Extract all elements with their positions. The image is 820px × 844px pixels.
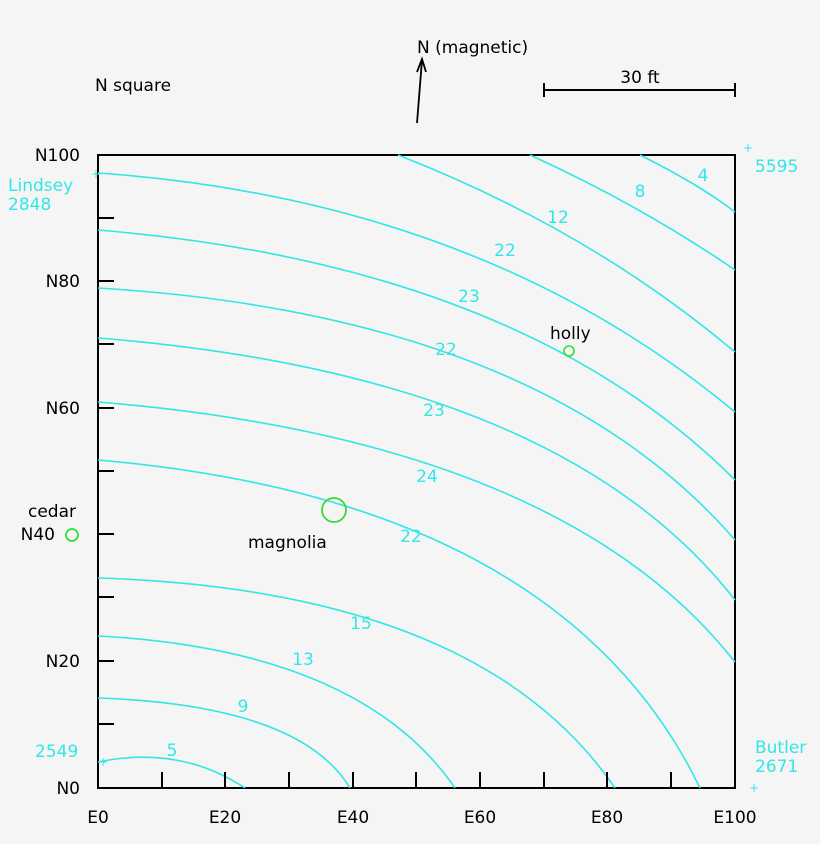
contour-line <box>97 459 701 789</box>
corner-name: Lindsey <box>8 176 73 196</box>
x-tick-label: E80 <box>591 808 623 828</box>
cedar-tree-icon <box>65 528 79 542</box>
n-magnetic-label: N (magnetic) <box>417 38 528 58</box>
contour-label: 23 <box>423 401 445 421</box>
scale-bar <box>543 83 736 97</box>
n-square-label: N square <box>95 76 171 96</box>
contour-label: 22 <box>400 527 422 547</box>
y-tick-label: N0 <box>56 779 80 799</box>
x-tick-label: E20 <box>209 808 241 828</box>
corner-marker-icon: + <box>743 141 753 155</box>
contour-label: 24 <box>416 467 438 487</box>
contour-line <box>97 756 246 789</box>
scale-bar-label: 30 ft <box>620 68 660 88</box>
contour-line <box>529 154 736 271</box>
contour-label: 22 <box>494 241 516 261</box>
contour-label: 15 <box>350 614 372 634</box>
corner-value: 2549 <box>35 742 78 762</box>
magnolia-label: magnolia <box>248 533 327 553</box>
contour-label: 9 <box>238 697 249 717</box>
corner-name: Butler <box>755 738 806 758</box>
corner-value: 5595 <box>755 157 798 177</box>
holly-label: holly <box>550 324 591 344</box>
x-tick-label: E100 <box>713 808 756 828</box>
corner-marker-icon: + <box>749 781 759 795</box>
magnolia-tree-icon <box>321 497 347 523</box>
contour-line <box>97 229 736 481</box>
contour-label: 5 <box>167 741 178 761</box>
x-tick-marks <box>161 772 672 788</box>
contour-line <box>97 337 736 601</box>
contour-label: 4 <box>698 166 709 186</box>
cedar-label: cedar <box>28 502 76 522</box>
y-tick-label: N20 <box>46 652 80 672</box>
contour-label: 23 <box>458 287 480 307</box>
x-tick-label: E40 <box>337 808 369 828</box>
contour-line <box>97 697 351 789</box>
corner-marker-icon: + <box>91 167 101 181</box>
x-tick-label: E0 <box>87 808 109 828</box>
contour-line <box>97 635 456 789</box>
contour-line <box>639 154 736 213</box>
y-tick-label: N100 <box>35 146 80 166</box>
corner-value: 2671 <box>755 757 798 777</box>
contour-label: 8 <box>635 182 646 202</box>
corner-marker-icon: + <box>98 755 108 769</box>
north-arrow-icon <box>416 56 427 124</box>
contour-lines <box>97 154 736 789</box>
contour-line <box>97 401 736 663</box>
contour-label: 12 <box>547 208 569 228</box>
corner-value: 2848 <box>8 195 51 215</box>
y-tick-label: N40 <box>21 525 55 545</box>
contour-label: 13 <box>292 650 314 670</box>
x-tick-label: E60 <box>464 808 496 828</box>
contour-line <box>97 172 736 413</box>
y-tick-label: N60 <box>46 399 80 419</box>
contour-line <box>397 154 736 353</box>
contour-line <box>97 287 736 541</box>
y-tick-label: N80 <box>46 272 80 292</box>
y-tick-marks <box>98 154 114 725</box>
holly-tree-icon <box>563 345 575 357</box>
contour-label: 22 <box>435 340 457 360</box>
contour-line <box>97 577 616 789</box>
